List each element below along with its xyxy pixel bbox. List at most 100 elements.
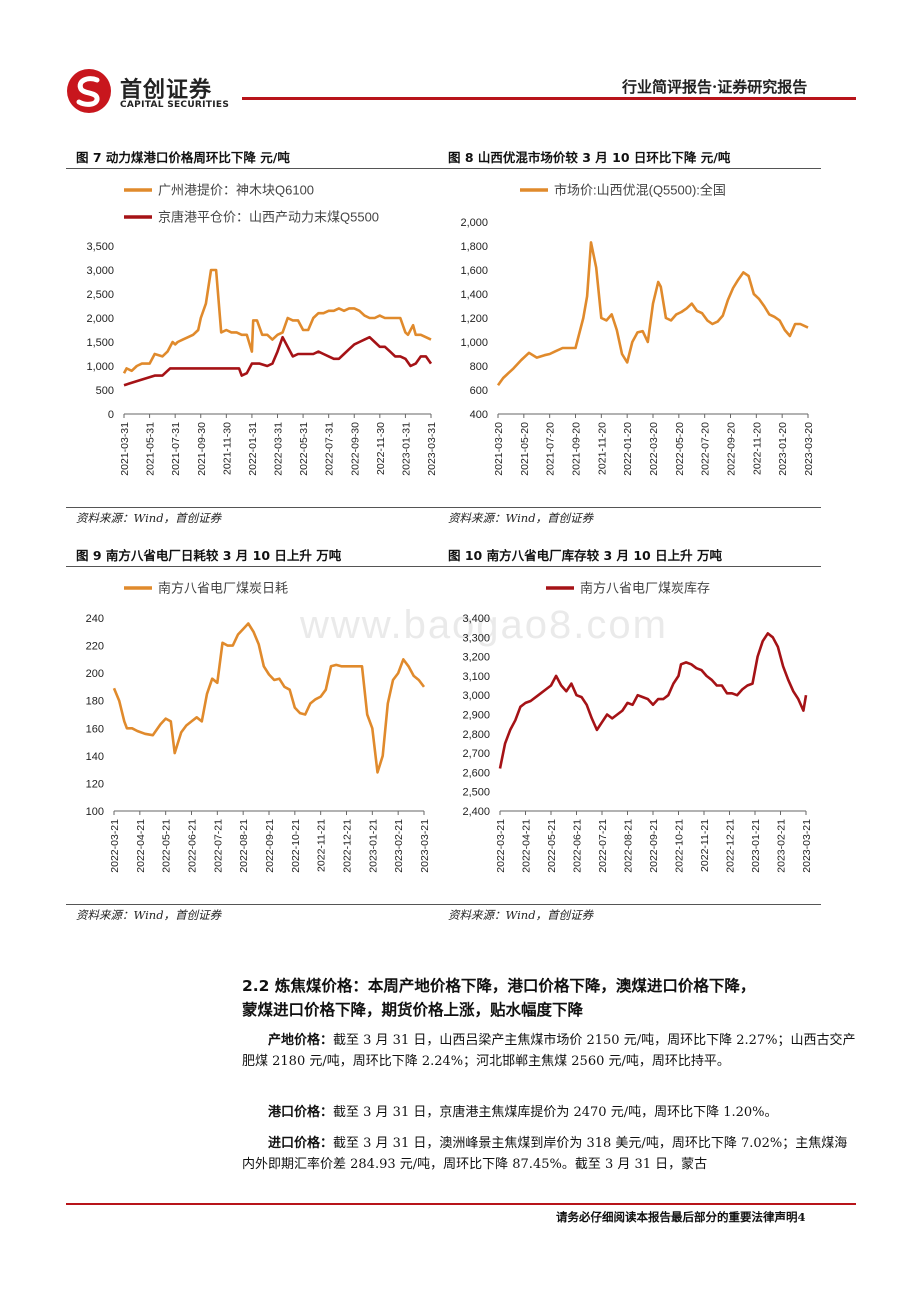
x-tick-label: 2022-09-21 <box>264 819 276 873</box>
y-tick-label: 2,900 <box>462 710 490 722</box>
y-tick-label: 2,400 <box>462 806 490 818</box>
header-rule <box>242 97 856 100</box>
y-tick-label: 3,100 <box>462 671 490 683</box>
figure-7-title: 图 7 动力煤港口价格周环比下降 元/吨 <box>76 150 290 165</box>
x-tick-label: 2022-10-21 <box>290 819 302 873</box>
logo-text: 首创证券 <box>120 78 213 103</box>
y-tick-label: 2,000 <box>460 217 488 229</box>
y-tick-label: 160 <box>86 723 104 735</box>
y-tick-label: 200 <box>86 668 104 680</box>
x-tick-label: 2022-08-21 <box>623 819 635 873</box>
x-tick-label: 2023-01-21 <box>750 819 762 873</box>
y-tick-label: 180 <box>86 696 104 708</box>
y-tick-label: 1,600 <box>460 265 488 277</box>
y-tick-label: 400 <box>470 409 488 421</box>
series-line <box>122 268 432 374</box>
logo-subtext: CAPITAL SECURITIES <box>120 100 230 110</box>
x-tick-label: 2022-03-20 <box>648 422 660 476</box>
x-tick-label: 2022-01-20 <box>622 422 634 476</box>
figure-row1-top-rule <box>66 168 821 169</box>
paragraph-origin-price-text: 截至 3 月 31 日，山西吕梁产主焦煤市场价 2150 元/吨，周环比下降 2… <box>242 1033 856 1069</box>
paragraph-port-price: 港口价格：截至 3 月 31 日，京唐港主焦煤库提价为 2470 元/吨，周环比… <box>242 1102 856 1123</box>
figure-10-title: 图 10 南方八省电厂库存较 3 月 10 日上升 万吨 <box>448 548 722 563</box>
paragraph-import-price-label: 进口价格： <box>268 1136 334 1151</box>
x-tick-label: 2023-01-31 <box>400 422 412 476</box>
section-title: 2.2 炼焦煤价格：本周产地价格下降，港口价格下降，澳煤进口价格下降， 蒙煤进口… <box>242 974 862 1022</box>
y-tick-label: 3,000 <box>462 690 490 702</box>
x-tick-label: 2022-04-21 <box>135 819 147 873</box>
y-tick-label: 3,200 <box>462 652 490 664</box>
chart-figure-9: 240 220 200 180 160 140 120 100 2022-03-21 2022-0… <box>86 581 431 873</box>
figure-row2-bottom-rule <box>66 904 821 905</box>
legend-label: 南方八省电厂煤炭日耗 <box>158 581 288 596</box>
x-tick-label: 2022-01-31 <box>247 422 259 476</box>
x-tick-label: 2022-10-21 <box>674 819 686 873</box>
x-tick-label: 2023-03-21 <box>419 819 431 873</box>
paragraph-origin-price-label: 产地价格： <box>268 1033 334 1048</box>
y-tick-label: 1,200 <box>460 313 488 325</box>
x-tick-label: 2023-03-20 <box>803 422 815 476</box>
y-tick-label: 3,300 <box>462 632 490 644</box>
x-tick-label: 2023-01-20 <box>777 422 789 476</box>
x-tick-label: 2021-07-20 <box>545 422 557 476</box>
page-number: 4 <box>797 1210 806 1224</box>
figure-7-source: 资料来源：Wind，首创证券 <box>76 511 222 525</box>
x-tick-label: 2022-09-21 <box>648 819 660 873</box>
x-tick-label: 2021-03-20 <box>493 422 505 476</box>
series-line <box>112 622 426 774</box>
x-tick-label: 2022-12-21 <box>725 819 737 873</box>
figure-9-source: 资料来源：Wind，首创证券 <box>76 908 222 922</box>
paragraph-port-price-text: 截至 3 月 31 日，京唐港主焦煤库提价为 2470 元/吨，周环比下降 1.… <box>333 1105 778 1120</box>
legend-label: 市场价:山西优混(Q5500):全国 <box>554 183 726 198</box>
y-tick-label: 2,500 <box>86 289 114 301</box>
paragraph-port-price-label: 港口价格： <box>268 1105 334 1120</box>
y-tick-label: 220 <box>86 641 104 653</box>
x-tick-label: 2022-05-21 <box>546 819 558 873</box>
figure-row1-bottom-rule <box>66 507 821 508</box>
footer-notice-text: 请务必仔细阅读本报告最后部分的重要法律声明 <box>556 1210 798 1224</box>
x-tick-label: 2022-05-31 <box>298 422 310 476</box>
report-type: 行业简评报告·证券研究报告 <box>622 78 808 96</box>
x-tick-label: 2022-08-21 <box>238 819 250 873</box>
chart-figure-7: 3,500 3,000 2,500 2,000 1,500 1,000 500 0 2021-0… <box>86 183 438 476</box>
x-tick-label: 2021-03-31 <box>119 422 131 476</box>
paragraph-import-price: 进口价格：截至 3 月 31 日，澳洲峰景主焦煤到岸价为 318 美元/吨，周环… <box>242 1133 856 1175</box>
x-tick-label: 2022-03-21 <box>109 819 121 873</box>
y-tick-label: 0 <box>108 409 114 421</box>
paragraph-origin-price: 产地价格：截至 3 月 31 日，山西吕梁产主焦煤市场价 2150 元/吨，周环… <box>242 1030 856 1072</box>
figure-8-title: 图 8 山西优混市场价较 3 月 10 日环比下降 元/吨 <box>448 150 731 165</box>
x-tick-label: 2021-11-30 <box>221 422 233 475</box>
legend-label: 南方八省电厂煤炭库存 <box>580 581 710 596</box>
x-tick-label: 2021-09-30 <box>196 422 208 476</box>
x-tick-label: 2022-07-21 <box>212 819 224 873</box>
section-title-line-1: 2.2 炼焦煤价格：本周产地价格下降，港口价格下降，澳煤进口价格下降， <box>242 977 756 995</box>
y-tick-label: 1,800 <box>460 241 488 253</box>
footer-notice: 请务必仔细阅读本报告最后部分的重要法律声明4 <box>556 1209 806 1225</box>
x-tick-label: 2021-09-20 <box>571 422 583 476</box>
x-tick-label: 2021-11-20 <box>596 422 608 475</box>
x-tick-label: 2021-05-31 <box>145 422 157 476</box>
y-tick-label: 120 <box>86 778 104 790</box>
x-tick-label: 2023-03-21 <box>801 819 813 873</box>
x-tick-label: 2022-05-21 <box>161 819 173 873</box>
x-tick-label: 2022-03-21 <box>495 819 507 873</box>
x-tick-label: 2022-06-21 <box>572 819 584 873</box>
chart-figure-8: 2,000 1,800 1,600 1,400 1,200 1,000 800 600 400 2… <box>460 183 815 476</box>
y-tick-label: 140 <box>86 751 104 763</box>
x-tick-label: 2022-09-20 <box>726 422 738 476</box>
header: 首创证券 CAPITAL SECURITIES 行业简评报告·证券研究报告 <box>0 0 920 120</box>
x-tick-label: 2022-05-20 <box>674 422 686 476</box>
y-tick-label: 240 <box>86 613 104 625</box>
y-tick-label: 3,500 <box>86 241 114 253</box>
x-tick-label: 2022-11-21 <box>699 819 711 872</box>
x-tick-label: 2023-02-21 <box>776 819 788 873</box>
x-tick-label: 2022-04-21 <box>521 819 533 873</box>
x-tick-label: 2022-03-31 <box>273 422 285 476</box>
x-tick-label: 2022-11-20 <box>751 422 763 475</box>
x-tick-label: 2022-12-21 <box>342 819 354 873</box>
y-tick-label: 2,000 <box>86 313 114 325</box>
y-tick-label: 1,000 <box>86 361 114 373</box>
x-tick-label: 2021-05-20 <box>519 422 531 476</box>
series-line <box>123 335 433 387</box>
y-tick-label: 2,700 <box>462 748 490 760</box>
